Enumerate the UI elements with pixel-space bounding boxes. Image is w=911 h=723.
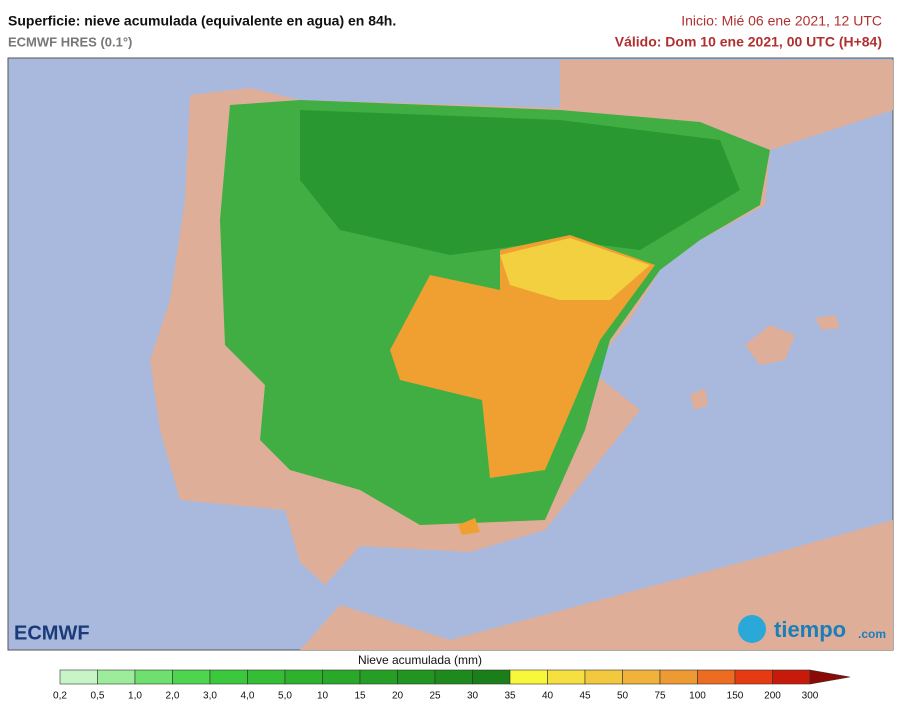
legend-swatch <box>209 669 248 685</box>
legend: 0,2 0,5 1,0 2,0 3,0 4,0 5,0 10 15 20 25 30 35 40 45 50 7… <box>53 669 851 702</box>
legend-label: 15 <box>354 691 366 702</box>
snow-orange-small <box>458 518 480 535</box>
legend-swatch <box>472 669 511 685</box>
init: Inicio: Mié 06 ene 2021, 12 UTC <box>681 13 882 29</box>
valid: Válido: Dom 10 ene 2021, 00 UTC (H+84) <box>615 34 882 50</box>
legend-label: 35 <box>504 691 516 702</box>
legend-swatch <box>622 669 661 685</box>
legend-swatch <box>397 669 436 685</box>
legend-swatch <box>97 669 136 685</box>
legend-swatch <box>697 669 736 685</box>
legend-swatch <box>247 669 286 685</box>
legend-label: 45 <box>579 691 591 702</box>
logo-ecmwf: ECMWF <box>14 622 90 644</box>
legend-title: Nieve acumulada (mm) <box>358 653 482 667</box>
legend-label: 4,0 <box>241 691 255 702</box>
title: Superficie: nieve acumulada (equivalente… <box>8 13 396 29</box>
legend-label: 50 <box>617 691 629 702</box>
legend-swatch <box>172 669 211 685</box>
snow-yellow <box>500 238 650 300</box>
land-france <box>560 60 893 150</box>
legend-label: 150 <box>727 691 744 702</box>
legend-swatch <box>547 669 586 685</box>
legend-swatch <box>734 669 773 685</box>
legend-label: 75 <box>654 691 666 702</box>
legend-swatch <box>59 669 98 685</box>
logo-tiempo-suffix: .com <box>858 627 886 641</box>
legend-label: 100 <box>689 691 706 702</box>
legend-label: 1,0 <box>128 691 142 702</box>
legend-swatch <box>772 669 811 685</box>
legend-swatch <box>134 669 173 685</box>
legend-arrow <box>809 669 851 685</box>
ibiza <box>690 388 708 410</box>
legend-swatch <box>359 669 398 685</box>
legend-swatch <box>659 669 698 685</box>
snow-dark-green <box>300 110 740 255</box>
legend-swatch <box>322 669 361 685</box>
menorca <box>815 315 840 330</box>
legend-label: 25 <box>429 691 441 702</box>
legend-label: 30 <box>467 691 479 702</box>
logo-tiempo: tiempo <box>774 617 846 642</box>
mallorca <box>745 325 795 365</box>
legend-label: 5,0 <box>278 691 292 702</box>
model: ECMWF HRES (0.1°) <box>8 34 132 49</box>
legend-swatch <box>584 669 623 685</box>
legend-label: 200 <box>764 691 781 702</box>
map: ECMWF tiempo .com <box>7 57 894 651</box>
legend-swatch <box>284 669 323 685</box>
legend-swatch <box>434 669 473 685</box>
legend-label: 0,5 <box>91 691 105 702</box>
logo-icon <box>738 615 766 643</box>
legend-label: 40 <box>542 691 554 702</box>
legend-label: 2,0 <box>166 691 180 702</box>
legend-label: 300 <box>802 691 819 702</box>
legend-label: 3,0 <box>203 691 217 702</box>
legend-label: 20 <box>392 691 404 702</box>
legend-swatch <box>509 669 548 685</box>
legend-label: 0,2 <box>53 691 67 702</box>
legend-label: 10 <box>317 691 329 702</box>
